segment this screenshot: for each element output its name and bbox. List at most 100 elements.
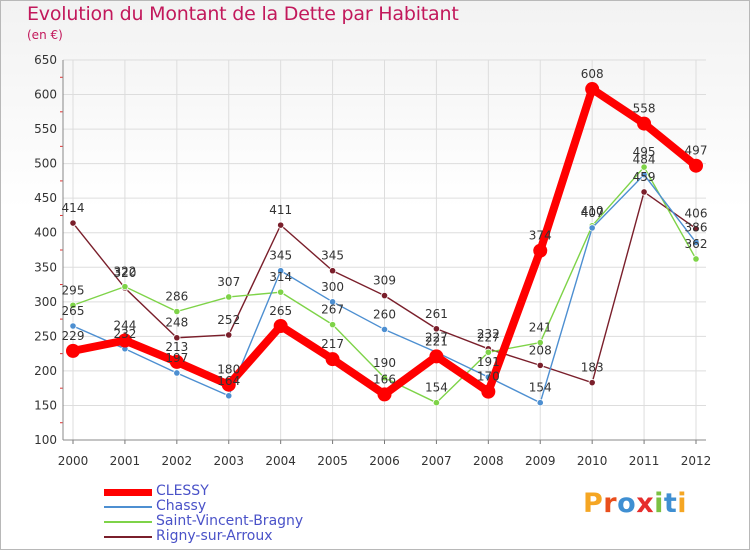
legend-label: CLESSY [156, 483, 209, 499]
data-label: 227 [425, 330, 448, 344]
data-label: 197 [165, 351, 188, 365]
data-label: 414 [62, 201, 85, 215]
data-label: 221 [425, 334, 448, 348]
data-point [536, 338, 544, 347]
data-point [121, 283, 129, 291]
data-label: 608 [581, 67, 604, 81]
data-point [277, 288, 285, 296]
data-label: 322 [113, 265, 136, 279]
data-label: 374 [529, 229, 552, 243]
data-point [533, 243, 548, 258]
data-label: 164 [217, 374, 240, 388]
x-tick-label: 2007 [421, 454, 452, 468]
data-label: 386 [685, 220, 708, 234]
chart-subtitle: (en €) [27, 28, 63, 42]
data-labels: 229 244 213 180 265 217 166 221 170 374 608 558 497 2… [62, 67, 708, 395]
data-label: 154 [425, 381, 448, 395]
data-label: 213 [165, 340, 188, 354]
x-tick-label: 2000 [58, 454, 89, 468]
data-point [588, 224, 596, 232]
data-point [481, 384, 496, 399]
y-tick-label: 400 [34, 226, 57, 240]
data-point [640, 188, 648, 196]
data-label: 495 [633, 145, 656, 159]
data-point [536, 399, 544, 407]
data-point [277, 221, 285, 229]
series-lines [66, 82, 703, 407]
y-tick-label: 650 [34, 53, 57, 67]
proxiti-logo: Proxiti [583, 488, 687, 519]
data-point [432, 399, 441, 407]
logo-letter: r [603, 488, 618, 519]
x-tick-label: 2005 [317, 454, 348, 468]
legend-label: Saint-Vincent-Bragny [156, 513, 304, 529]
logo-letter: x [636, 488, 655, 519]
data-point [328, 267, 337, 275]
y-tick-label: 500 [34, 157, 57, 171]
data-point [277, 267, 285, 275]
data-point [585, 82, 600, 97]
y-tick-label: 200 [34, 364, 57, 378]
data-label: 232 [477, 327, 500, 341]
data-point [173, 334, 181, 342]
data-point [640, 163, 648, 171]
data-point [325, 352, 340, 367]
logo-letter: t [663, 488, 678, 519]
data-point [225, 392, 233, 400]
data-label: 217 [321, 337, 344, 351]
data-point [169, 354, 184, 369]
x-tick-label: 2001 [110, 454, 141, 468]
data-point [225, 331, 233, 339]
data-label: 407 [581, 206, 604, 220]
axes: 100 150 200 250 300 350 400 450 500 550 600 650 2000… [34, 53, 711, 468]
data-label: 190 [373, 356, 396, 370]
data-label: 244 [113, 319, 136, 333]
legend-swatch [104, 536, 152, 538]
data-label: 307 [217, 275, 240, 289]
data-label: 227 [477, 330, 500, 344]
data-point [221, 377, 236, 392]
legend-swatch [104, 506, 152, 508]
logo-letter: i [654, 488, 664, 519]
data-point [328, 321, 337, 329]
data-point [173, 369, 181, 377]
data-label: 320 [113, 266, 136, 280]
data-label: 300 [321, 280, 344, 294]
logo-letter: P [583, 488, 604, 519]
data-label: 558 [633, 102, 656, 116]
y-tick-label: 600 [34, 88, 57, 102]
x-tick-label: 2002 [162, 454, 193, 468]
logo-letter: i [677, 488, 688, 519]
data-label: 241 [529, 321, 552, 335]
x-tick-label: 2011 [629, 454, 660, 468]
data-label: 170 [477, 370, 500, 384]
y-tick-label: 300 [34, 295, 57, 309]
y-tick-label: 250 [34, 329, 57, 343]
data-label: 267 [321, 303, 344, 317]
data-label: 286 [165, 289, 188, 303]
data-label: 154 [529, 381, 552, 395]
legend-label: Chassy [156, 498, 207, 514]
data-label: 345 [269, 249, 292, 263]
x-tick-label: 2009 [525, 454, 556, 468]
data-label: 459 [633, 170, 656, 184]
data-label: 406 [685, 207, 708, 221]
data-label: 497 [685, 144, 708, 158]
y-tick-label: 350 [34, 260, 57, 274]
x-tick-label: 2012 [681, 454, 712, 468]
data-point [689, 158, 703, 173]
y-tick-label: 100 [34, 433, 57, 447]
data-point [432, 325, 441, 333]
x-tick-label: 2010 [577, 454, 608, 468]
data-label: 295 [62, 283, 85, 297]
legend-label: Rigny-sur-Arroux [156, 528, 273, 544]
data-point [173, 307, 181, 316]
data-label: 166 [373, 372, 396, 386]
data-point [225, 293, 233, 301]
y-tick-label: 150 [34, 398, 57, 412]
data-label: 265 [62, 304, 85, 318]
data-point [69, 322, 77, 330]
data-label: 410 [581, 204, 604, 218]
data-label: 362 [685, 237, 708, 251]
